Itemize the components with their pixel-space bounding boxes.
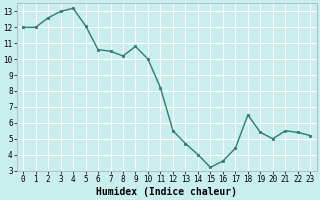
X-axis label: Humidex (Indice chaleur): Humidex (Indice chaleur) (96, 186, 237, 197)
